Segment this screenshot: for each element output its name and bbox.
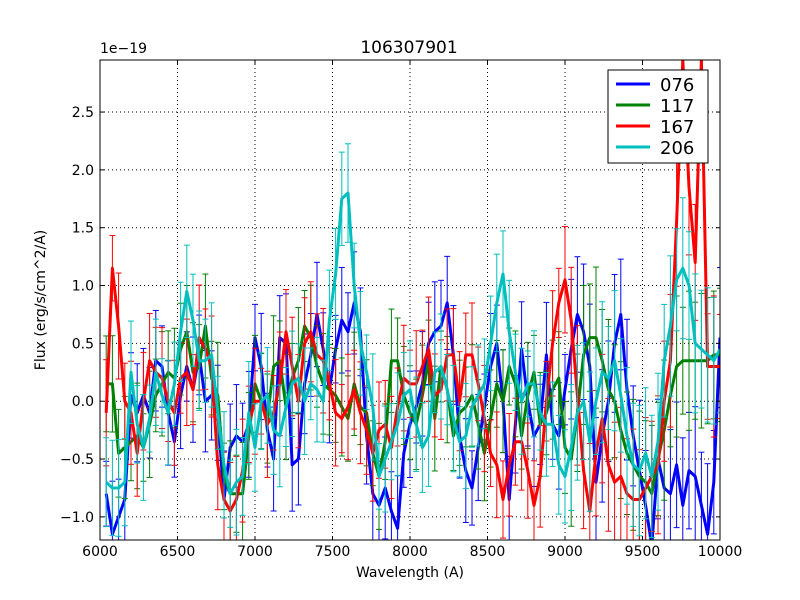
series-line-117 (106, 324, 720, 496)
y-offset-label: 1e−19 (100, 41, 147, 57)
y-tick-label: 0.0 (72, 394, 94, 410)
y-tick-label: 1.5 (72, 221, 94, 237)
x-axis-label: Wavelength (A) (356, 565, 464, 581)
x-tick-label: 9500 (625, 544, 661, 560)
plot-clipped-group (103, 60, 720, 540)
y-tick-label: 2.0 (72, 163, 94, 179)
y-axis: −1.0 −0.5 0.0 0.5 1.0 1.5 2.0 2.5 (60, 105, 720, 526)
x-axis: 6000 6500 7000 7500 8000 8500 9000 9500 10000 (82, 60, 742, 560)
y-tick-label: −1.0 (60, 510, 94, 526)
x-tick-label: 8500 (470, 544, 506, 560)
x-tick-label: 6000 (82, 544, 118, 560)
x-tick-label: 10000 (698, 544, 743, 560)
x-tick-label: 7000 (237, 544, 273, 560)
x-tick-label: 7500 (315, 544, 351, 560)
y-tick-label: 2.5 (72, 105, 94, 121)
y-tick-label: −0.5 (60, 452, 94, 468)
chart-title: 106307901 (360, 38, 457, 58)
series-206 (103, 143, 720, 539)
x-tick-label: 9000 (547, 544, 583, 560)
series-line-206 (105, 191, 720, 496)
plot-area (103, 60, 720, 540)
x-tick-label: 6500 (160, 544, 196, 560)
legend-label-206: 206 (660, 138, 694, 159)
legend-label-076: 076 (660, 75, 694, 96)
x-tick-label: 8000 (392, 544, 428, 560)
legend-label-167: 167 (660, 117, 694, 138)
legend-label-117: 117 (660, 96, 694, 117)
y-tick-label: 1.0 (72, 279, 94, 295)
y-axis-label: Flux (erg/s/cm^2/A) (33, 230, 49, 370)
y-tick-label: 0.5 (72, 336, 94, 352)
